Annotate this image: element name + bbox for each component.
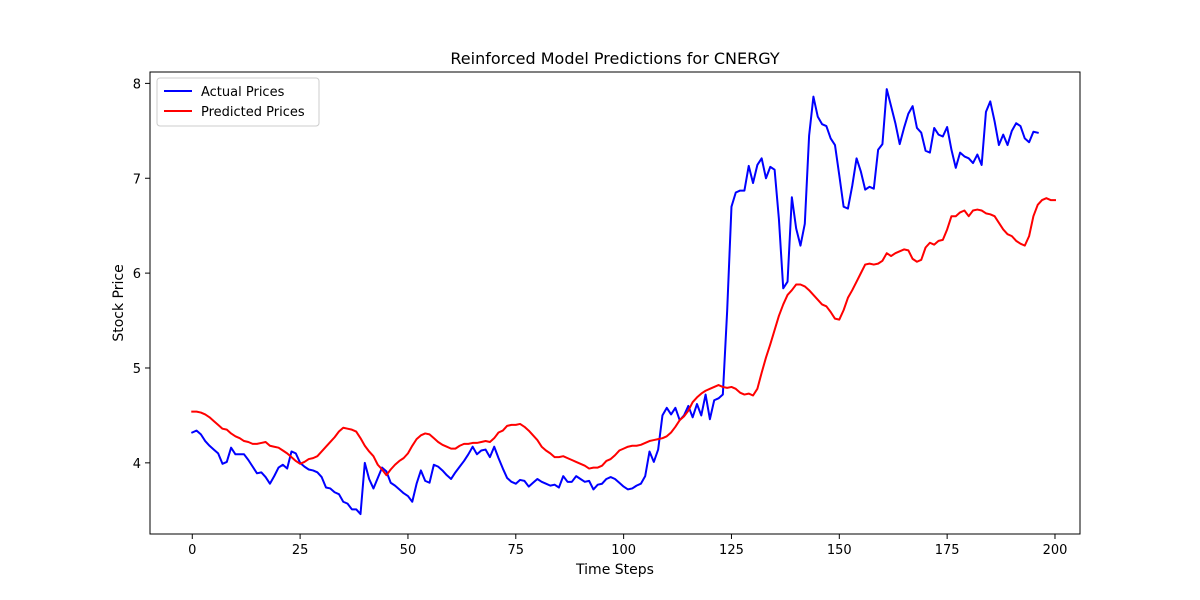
x-tick-label: 75: [508, 543, 525, 558]
x-tick-label: 125: [719, 543, 744, 558]
legend-label-actual: Actual Prices: [201, 85, 285, 100]
y-axis-label: Stock Price: [111, 264, 127, 341]
x-tick-label: 100: [611, 543, 636, 558]
y-tick-label: 6: [133, 267, 141, 282]
series-line-actual: [190, 88, 1039, 516]
series-layer: [190, 88, 1056, 516]
legend-label-predicted: Predicted Prices: [201, 105, 305, 120]
x-tick-label: 0: [188, 543, 196, 558]
plot-frame: [149, 71, 1081, 535]
y-tick-label: 4: [133, 457, 141, 472]
y-tick-label: 7: [133, 172, 141, 187]
x-tick-label: 175: [935, 543, 960, 558]
x-tick-label: 200: [1043, 543, 1068, 558]
x-tick-label: 150: [827, 543, 852, 558]
plot-area: [150, 72, 1080, 534]
y-axis: 4 5 6 7 8: [133, 77, 150, 472]
chart-title: Reinforced Model Predictions for CNERGY: [450, 49, 779, 68]
y-tick-label: 5: [133, 362, 141, 377]
legend: Actual Prices Predicted Prices: [156, 77, 320, 127]
x-axis-label: Time Steps: [575, 562, 654, 578]
y-tick-label: 8: [133, 77, 141, 92]
legend-box: [156, 77, 320, 127]
series-line-predicted: [191, 197, 1056, 477]
x-tick-label: 50: [400, 543, 417, 558]
x-axis: 0 25 50 75 100 125 150 175 200: [188, 534, 1067, 558]
x-tick-label: 25: [292, 543, 309, 558]
